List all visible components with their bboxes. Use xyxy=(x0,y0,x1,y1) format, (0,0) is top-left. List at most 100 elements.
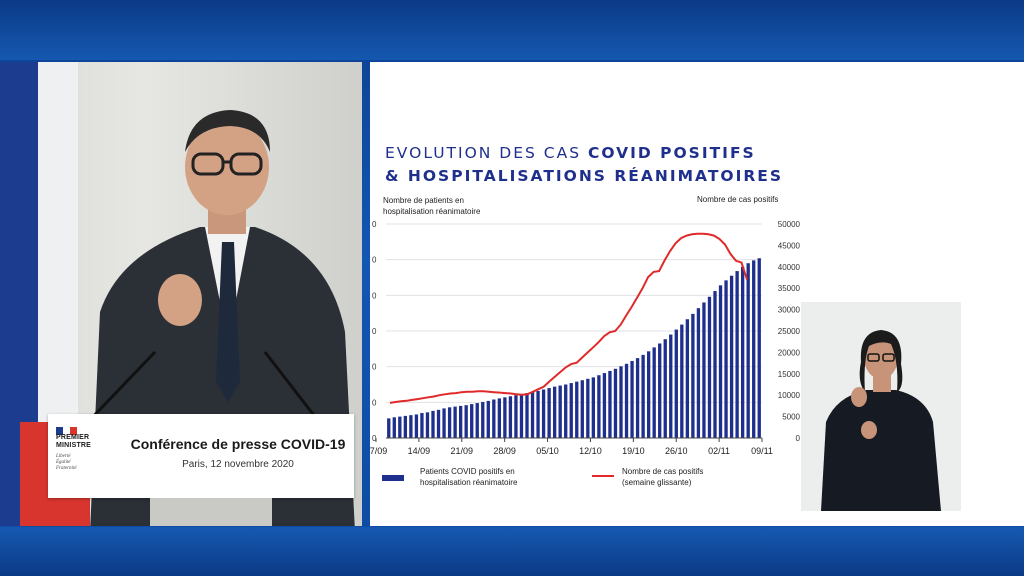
bar xyxy=(530,391,535,438)
bar xyxy=(497,398,502,438)
bar xyxy=(552,386,557,438)
bar xyxy=(392,417,396,438)
right-tick-label: 20000 xyxy=(778,348,801,357)
bar xyxy=(624,363,629,438)
bar xyxy=(674,329,678,438)
lectern-subtitle: Paris, 12 novembre 2020 xyxy=(182,459,294,470)
bar xyxy=(652,347,656,438)
bar xyxy=(447,407,452,438)
bar xyxy=(630,360,634,438)
bar xyxy=(602,373,607,438)
bar xyxy=(492,399,496,438)
legend-bars-label: Patients COVID positifs en hospitalisati… xyxy=(420,467,518,487)
bar xyxy=(752,260,756,438)
bar xyxy=(464,405,468,438)
interpreter-figure xyxy=(821,330,941,511)
lectern-base xyxy=(150,498,272,526)
left-tick-label: 0 xyxy=(372,434,377,443)
x-tick-label: 05/10 xyxy=(536,446,559,456)
bar xyxy=(713,291,717,438)
title-line2: & HOSPITALISATIONS RÉANIMATOIRES xyxy=(385,167,784,185)
bar xyxy=(707,296,712,438)
x-tick-label: 21/09 xyxy=(451,446,474,456)
x-tick-label: 19/10 xyxy=(622,446,645,456)
slide-title: EVOLUTION DES CAS COVID POSITIFS & HOSPI… xyxy=(385,142,783,188)
right-tick-label: 40000 xyxy=(778,263,801,272)
bar xyxy=(724,280,728,438)
logo-motto: Liberté Égalité Fraternité xyxy=(56,454,77,471)
bar xyxy=(735,271,739,438)
bar xyxy=(691,313,695,438)
bar xyxy=(613,368,618,438)
left-tick-label: 0 xyxy=(372,291,377,300)
bar xyxy=(519,394,524,438)
right-tick-label: 35000 xyxy=(778,284,801,293)
right-tick-label: 25000 xyxy=(778,327,801,336)
bar xyxy=(718,285,723,438)
marianne-flag-icon xyxy=(56,422,78,435)
bar xyxy=(536,390,540,438)
bar xyxy=(663,339,667,438)
bar xyxy=(514,395,518,438)
top-band xyxy=(0,0,1024,60)
bar xyxy=(403,415,408,438)
bar xyxy=(685,319,690,438)
cases-line xyxy=(389,232,748,404)
title-regular: EVOLUTION DES CAS xyxy=(385,144,588,162)
bar xyxy=(508,396,513,438)
bar xyxy=(591,377,596,438)
bar xyxy=(619,366,623,438)
bar xyxy=(503,397,507,438)
bar xyxy=(635,358,640,438)
bar xyxy=(486,400,490,438)
bar xyxy=(646,351,651,438)
x-tick-label: 09/11 xyxy=(751,446,773,456)
x-tick-label: 14/09 xyxy=(408,446,431,456)
bar xyxy=(569,383,573,438)
bar xyxy=(746,263,750,438)
bar xyxy=(575,381,579,438)
covid-chart: 0 0 0 0 0 0 0 0 5000 10000 15000 20000 25000 30000 350… xyxy=(370,220,801,456)
left-tick-label: 0 xyxy=(372,398,377,407)
premier-ministre-logo: PREMIER MINISTRE Liberté Égalité Fratern… xyxy=(54,420,114,482)
bar xyxy=(431,410,435,438)
left-tick-label: 0 xyxy=(372,256,377,265)
legend-bar-swatch xyxy=(382,475,404,481)
left-tick-label: 0 xyxy=(372,220,377,229)
logo-text: PREMIER MINISTRE xyxy=(56,434,92,449)
bar xyxy=(525,393,529,438)
bar xyxy=(409,415,413,438)
legend-line-label: Nombre de cas positifs (semaine glissant… xyxy=(622,467,704,487)
bar xyxy=(702,302,706,438)
bar xyxy=(425,412,430,438)
bar xyxy=(387,418,391,438)
bar xyxy=(740,266,745,438)
right-axis-label: Nombre de cas positifs xyxy=(697,195,779,204)
legend-line-swatch xyxy=(592,475,614,477)
bar xyxy=(597,375,601,438)
bar xyxy=(470,404,474,438)
left-tick-label: 0 xyxy=(372,327,377,336)
right-tick-label: 10000 xyxy=(778,391,801,400)
bar xyxy=(608,370,612,438)
bar xyxy=(547,388,551,438)
title-bold: COVID POSITIFS xyxy=(587,144,756,162)
bar xyxy=(420,413,424,438)
bar xyxy=(729,275,734,438)
bar xyxy=(481,401,485,438)
x-tick-label: 02/11 xyxy=(708,446,730,456)
left-axis-label: Nombre de patients en hospitalisation ré… xyxy=(383,196,481,216)
bar xyxy=(669,334,673,438)
bar xyxy=(757,258,761,438)
x-tick-label: 07/09 xyxy=(370,446,387,456)
x-tick-label: 28/09 xyxy=(493,446,516,456)
right-tick-label: 0 xyxy=(796,434,801,443)
lectern-title: Conférence de presse COVID-19 xyxy=(130,436,346,452)
x-tick-label: 12/10 xyxy=(579,446,602,456)
lectern-sign: PREMIER MINISTRE Liberté Égalité Fratern… xyxy=(48,414,354,498)
right-tick-label: 15000 xyxy=(778,370,801,379)
right-tick-label: 50000 xyxy=(778,220,801,229)
bar xyxy=(658,343,662,438)
bar xyxy=(696,308,701,438)
bar xyxy=(398,416,402,438)
